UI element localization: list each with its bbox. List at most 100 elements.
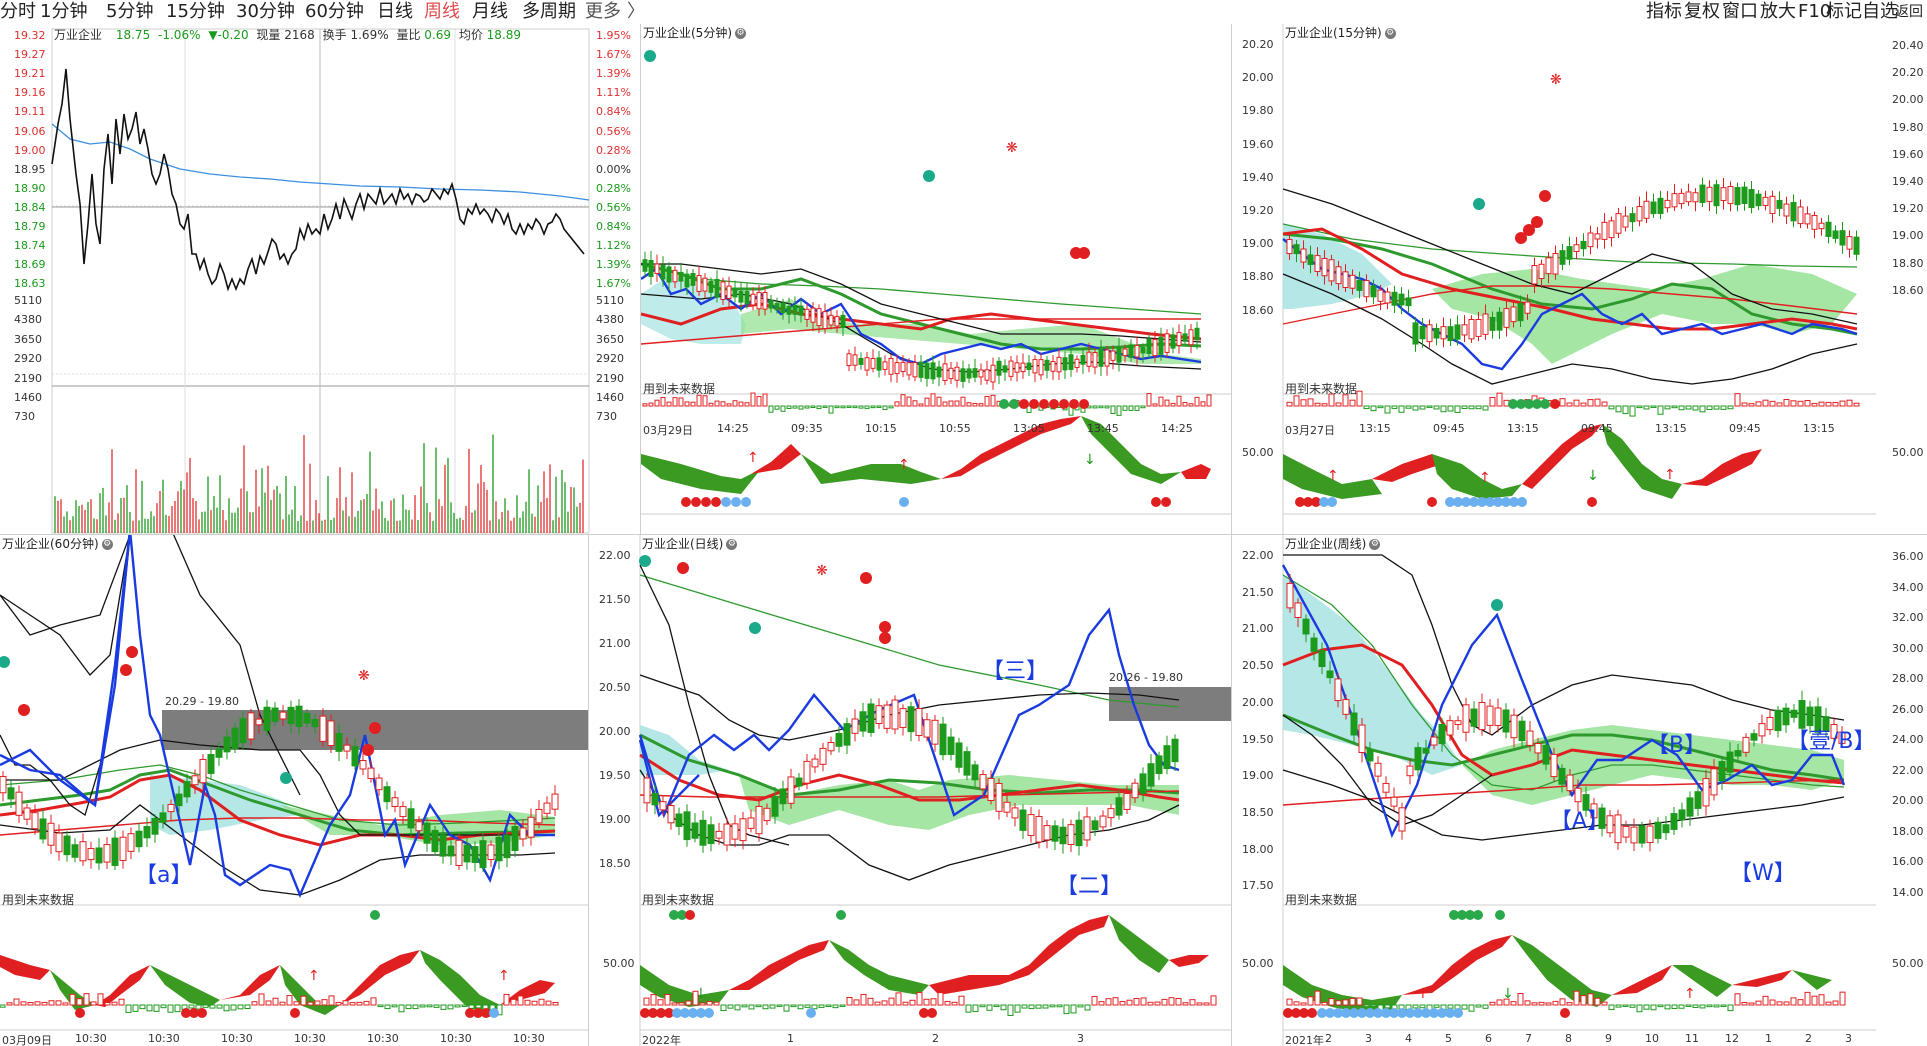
axis-tick-label: 6 [1485,1032,1492,1045]
candle [1468,318,1475,340]
histogram-bar [1152,403,1158,407]
histogram-bar [517,995,524,1006]
candle [1622,215,1629,228]
tab-5min[interactable]: 5分钟 [106,1,154,22]
histogram-bar [1769,400,1776,407]
candle [1433,327,1440,339]
histogram-bar [230,1004,237,1011]
histogram-bar [1194,396,1200,407]
axis-tick-label: 1.11% [596,86,631,100]
histogram-bar [461,1004,468,1007]
candle [1573,244,1580,252]
tab-30min[interactable]: 30分钟 [236,1,295,22]
tab-1min[interactable]: 1分钟 [40,1,88,22]
histogram-bar [1769,999,1776,1006]
mark-button[interactable]: 标记 [1826,1,1862,22]
axis-tick-label: 18.90 [14,181,46,195]
future-data-note: 用到未来数据 [1285,893,1358,907]
tab-multi-period[interactable]: 多周期 [522,1,576,22]
candle [1839,230,1846,246]
arrow-up-icon: ↑ [1684,986,1696,1002]
intraday-panel[interactable]: 万业企业 18.75 -1.06% ▼-0.20 现量 2168 换手 1.69… [0,24,640,534]
chart-5min-panel[interactable]: ↑ ↑ ↓ ❋ 万业企业(5分钟) ⚙ 用到未来数据 03月29日 14:25 09:… [641,24,1231,534]
tab-15min[interactable]: 15分钟 [166,1,225,22]
candle [135,830,143,848]
histogram-bar [1175,997,1182,1006]
tab-60min[interactable]: 60分钟 [305,1,364,22]
chart-60min-panel[interactable]: ↑ ↑ ❋ 万业企业(60分钟) ⚙ 20.29 - 19.80 【a】 用到未来… [0,535,588,1046]
histogram-bar [405,1004,412,1010]
candle [1825,221,1832,237]
candle [207,754,215,774]
histogram-bar [965,1004,972,1013]
candle [1391,291,1398,306]
candle [1798,700,1806,729]
tab-intraday[interactable]: 分时 [0,1,36,22]
histogram-bar [972,402,978,407]
tab-weekly[interactable]: 周线 [424,1,460,22]
axis-tick-label: 0.00% [596,162,631,176]
axis-tick-label: 3 [1365,1032,1372,1045]
candle [984,369,990,381]
histogram-bar [1832,1000,1839,1006]
gear-icon[interactable]: ⚙ [735,28,746,39]
chart-weekly-panel[interactable]: ↑ ↓ ↑ 万业企业(周线) ⚙ 【B】 【壹/B】 【A】 【W】 用到未来数据… [1232,535,1927,1046]
histogram-bar [1657,1004,1664,1008]
tab-monthly[interactable]: 月线 [472,1,508,22]
gear-icon[interactable]: ⚙ [726,539,738,550]
histogram-bar [1629,405,1636,417]
adjust-button[interactable]: 复权 [1684,1,1720,22]
histogram-bar [657,999,664,1006]
f10-button[interactable]: F10 [1798,1,1832,22]
histogram-bar [1615,405,1622,413]
histogram-bar [1140,405,1146,409]
chart-15min-panel[interactable]: ↑ ↑ ↓ ↑ ❋ 万业企业(15分钟) ⚙ 用到未来数据 20.20 20.00 1… [1232,24,1927,534]
histogram-bar [1608,405,1615,410]
candle [1139,773,1147,794]
chart-daily-panel[interactable]: ↓ ❋ 万业企业(日线) ⚙ 20.26 - 19.80 【三】 【二】 用到未来… [589,535,1231,1046]
candle [651,792,659,806]
zoom-button[interactable]: 放大 [1760,1,1796,22]
chevron-right-icon[interactable]: 〉 [627,1,645,22]
candle [479,840,487,869]
indicator-button[interactable]: 指标 [1646,1,1682,22]
candle [1832,230,1839,239]
candle [1366,749,1374,762]
histogram-bar [1573,990,1580,1006]
histogram-bar [654,399,660,407]
gear-icon[interactable]: ⚙ [101,539,113,550]
histogram-bar [1720,405,1727,410]
histogram-bar [832,1004,839,1009]
watchlist-button[interactable]: 自选 [1862,1,1898,22]
butterfly-icon: ❋ [1006,140,1018,156]
histogram-bar [1713,1004,1720,1008]
gear-icon[interactable]: ⚙ [1384,28,1396,39]
histogram-daily [643,990,1217,1016]
axis-tick-label: 730 [14,410,35,424]
gear-icon[interactable]: ⚙ [1369,539,1381,550]
tab-more[interactable]: 更多 [585,1,621,22]
future-data-note: 用到未来数据 [2,893,75,907]
candle [1664,199,1671,209]
histogram-bar [1559,398,1566,407]
butterfly-icon: ❋ [816,563,828,579]
histogram-bar [1811,402,1818,407]
histogram-bar [1000,1004,1007,1011]
candle [1147,763,1155,787]
candle [972,368,978,378]
candle [990,364,996,383]
zone-label: 20.29 - 19.80 [165,695,239,708]
butterfly-icon: ❋ [1550,72,1562,88]
candle [1321,257,1328,277]
candle [103,844,111,863]
axis-tick-label: 2 [932,1032,939,1045]
histogram-bar [732,400,738,407]
back-button[interactable]: 返回 [1895,4,1923,20]
histogram-bar [1566,1002,1573,1006]
window-button[interactable]: 窗口 [1722,1,1758,22]
histogram-bar [356,1001,363,1006]
axis-tick-label: 13:15 [1803,422,1835,435]
candle [771,796,779,817]
axis-tick-label: 10 [1645,1032,1659,1045]
tab-daily[interactable]: 日线 [377,1,413,22]
